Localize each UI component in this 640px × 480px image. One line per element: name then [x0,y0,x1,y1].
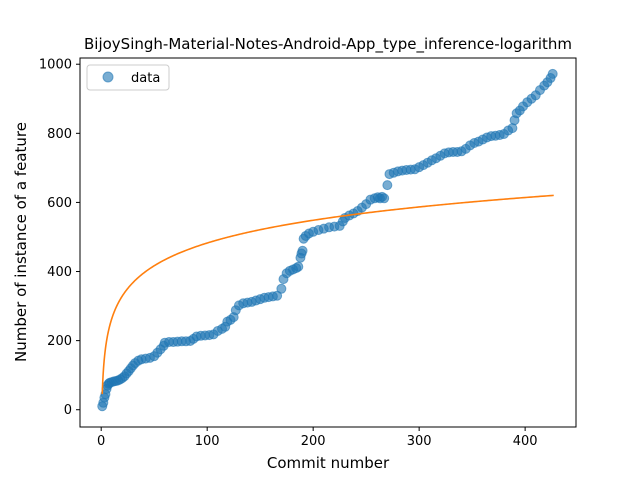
y-tick-label: 0 [64,403,72,418]
y-tick-label: 1000 [39,58,72,73]
data-point [293,261,304,272]
x-tick-label: 400 [513,434,538,449]
legend: data [86,64,170,91]
axis-ticks: 0 100 200 300 400 0 200 400 600 800 1000 [39,58,538,449]
data-point [547,68,558,79]
chart-title: BijoySingh-Material-Notes-Android-App_ty… [84,35,572,54]
y-tick-label: 800 [47,127,72,142]
x-tick-label: 0 [97,434,105,449]
plot-frame [79,57,577,428]
x-tick-label: 200 [301,434,326,449]
y-axis-label: Number of instance of a feature [12,122,30,362]
fit-line [101,194,554,395]
data-point [382,180,393,191]
legend-label: data [131,71,160,86]
legend-box [86,64,170,91]
x-tick-label: 100 [195,434,220,449]
y-tick-label: 200 [47,334,72,349]
legend-marker [102,71,114,83]
data-point [276,283,287,294]
data-point [297,245,308,256]
y-tick-label: 600 [47,196,72,211]
x-axis-label: Commit number [267,454,390,472]
plot-area [97,68,558,412]
x-tick-label: 300 [407,434,432,449]
data-point [379,193,390,204]
y-tick-label: 400 [47,265,72,280]
